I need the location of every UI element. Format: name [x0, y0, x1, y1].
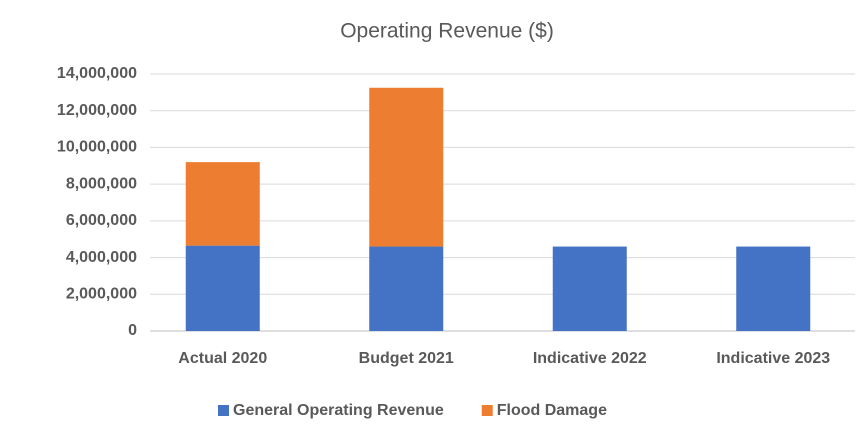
- y-tick-label: 14,000,000: [57, 65, 137, 82]
- y-tick-label: 8,000,000: [66, 175, 137, 192]
- x-tick-label: Indicative 2022: [533, 350, 647, 367]
- bar-segment: [185, 245, 260, 331]
- legend-swatch: [481, 405, 493, 416]
- bar-segment: [369, 246, 444, 331]
- x-tick-label: Actual 2020: [178, 350, 267, 367]
- y-tick-label: 4,000,000: [66, 249, 137, 266]
- legend-label: Flood Damage: [497, 402, 607, 419]
- legend-swatch: [218, 405, 229, 416]
- x-tick-label: Budget 2021: [359, 350, 454, 367]
- y-tick-label: 6,000,000: [66, 212, 137, 229]
- bar-segment: [185, 162, 260, 246]
- legend-label: General Operating Revenue: [233, 402, 444, 419]
- bar-segment: [736, 246, 811, 331]
- x-tick-label: Indicative 2023: [716, 350, 830, 367]
- y-tick-label: 0: [128, 322, 137, 339]
- y-tick-label: 12,000,000: [57, 102, 137, 119]
- chart-title: Operating Revenue ($): [340, 20, 554, 43]
- bar-segment: [552, 246, 627, 331]
- y-tick-label: 2,000,000: [66, 286, 137, 303]
- bar-segment: [369, 87, 444, 247]
- y-tick-label: 10,000,000: [57, 139, 137, 156]
